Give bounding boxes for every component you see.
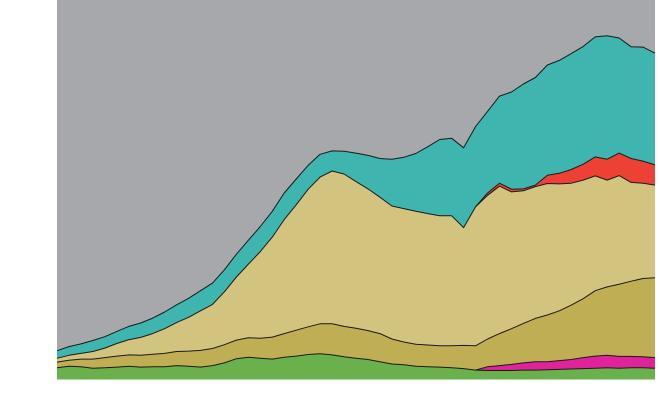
series-line-2	[475, 354, 656, 371]
series-lines	[56, 35, 656, 371]
area-layers	[57, 35, 655, 380]
series-line-1	[56, 353, 656, 371]
series-line-4	[56, 170, 656, 359]
series-line-6	[56, 35, 656, 352]
area-series-1	[57, 353, 655, 380]
area-series-3	[57, 277, 655, 371]
series-line-3	[56, 277, 656, 363]
area-series-2	[57, 353, 655, 371]
area-series-6	[57, 35, 655, 359]
area-series-4	[57, 171, 655, 363]
area-series-5	[57, 153, 655, 359]
series-line-5	[475, 152, 656, 208]
